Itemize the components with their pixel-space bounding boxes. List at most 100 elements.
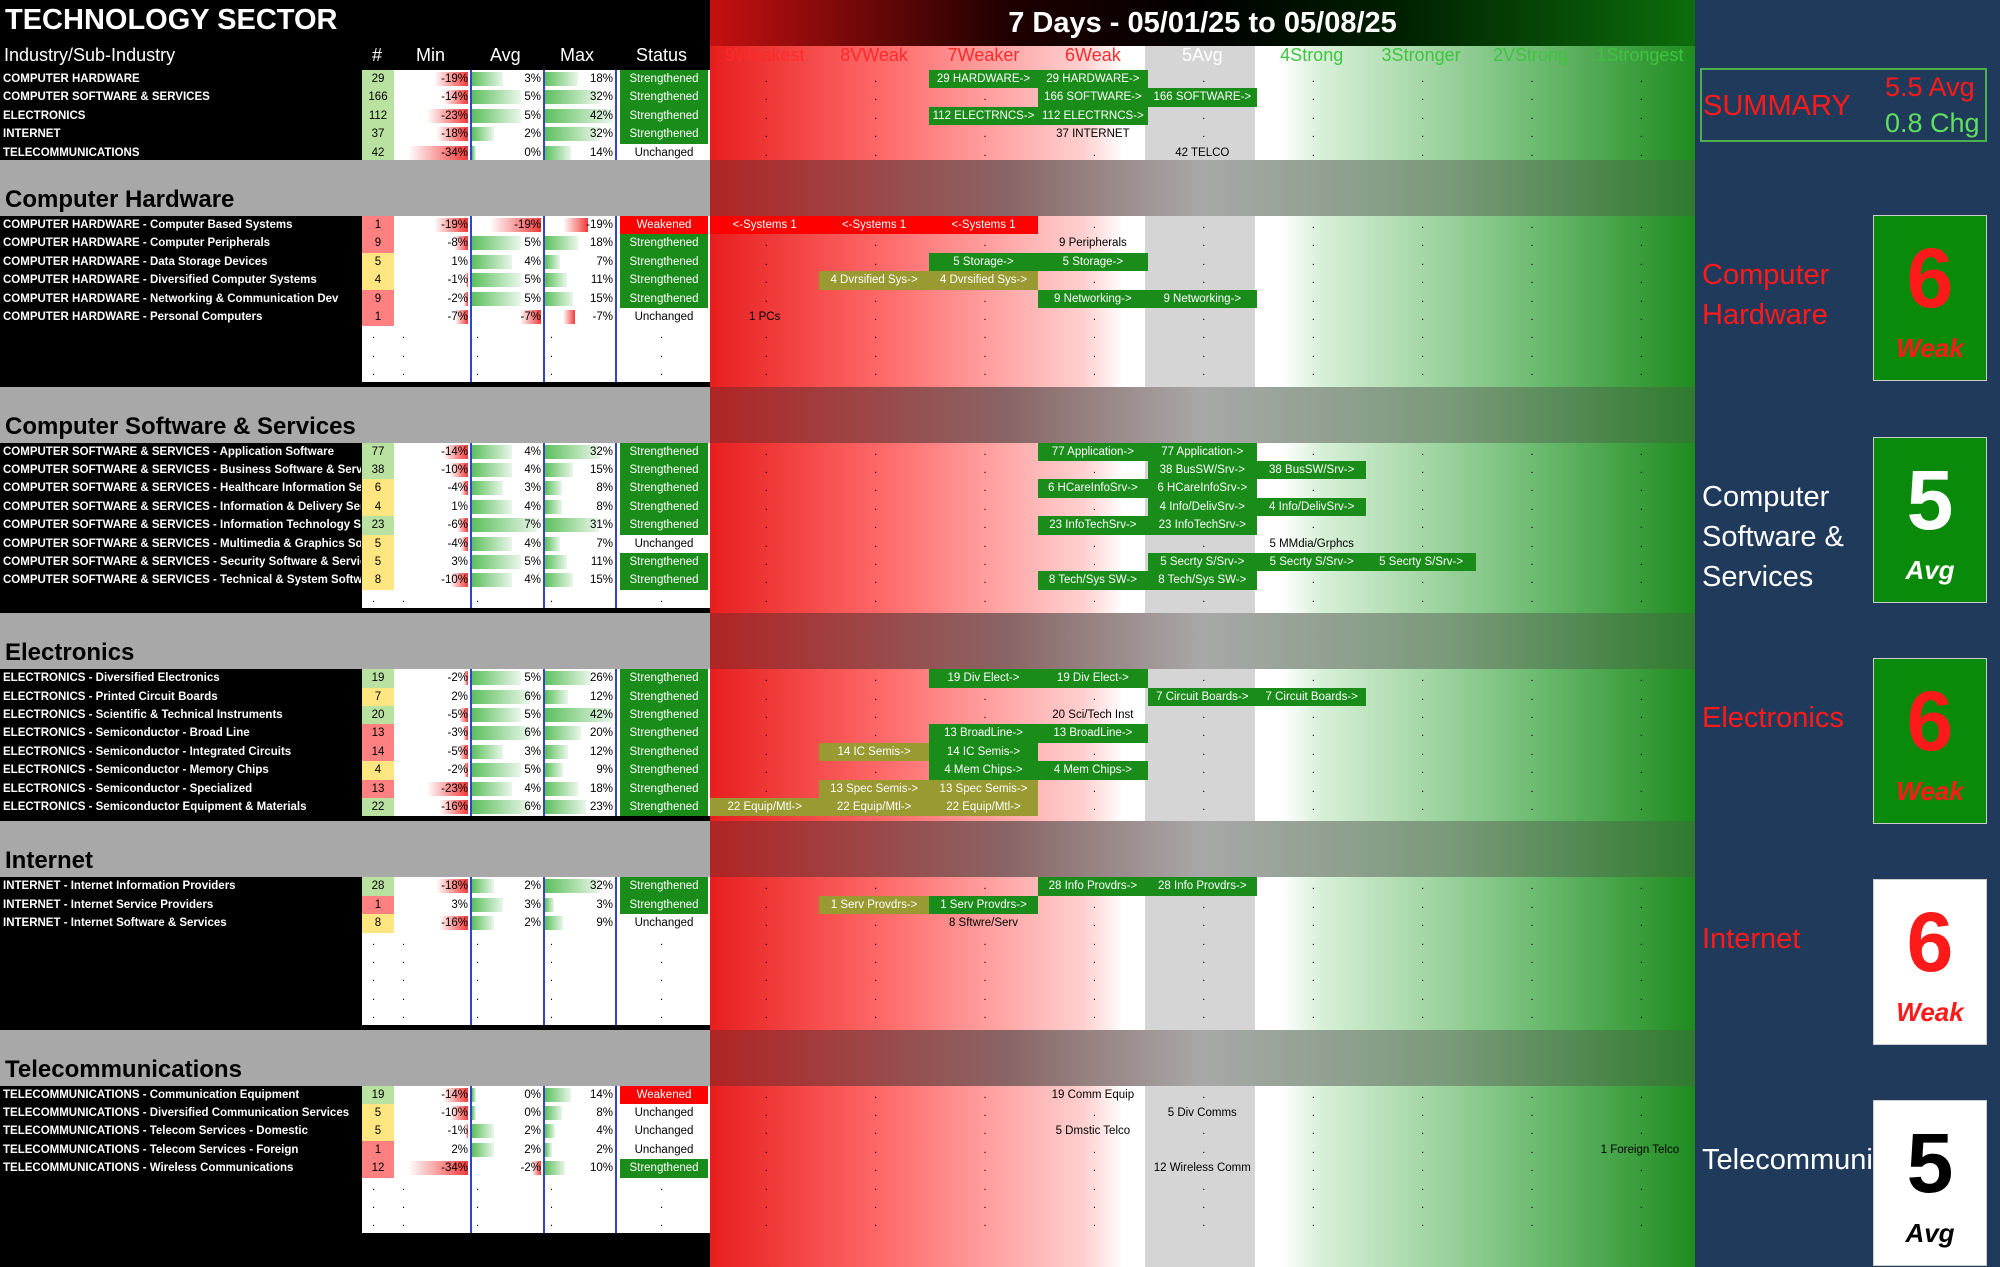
max-cell: 32%: [589, 91, 613, 104]
table-row[interactable]: ..............: [0, 932, 1695, 951]
min-cell: -2%: [447, 292, 468, 305]
empty-dot: .: [1092, 347, 1096, 360]
table-row[interactable]: ..............: [0, 987, 1695, 1007]
score-number: 5: [1906, 1116, 1954, 1210]
table-row[interactable]: TELECOMMUNICATIONS - Diversified Communi…: [0, 1104, 1695, 1123]
max-cell: 2%: [596, 1143, 613, 1156]
table-row[interactable]: TELECOMMUNICATIONS - Telecom Services - …: [0, 1140, 1695, 1160]
score-box: 5 Avg: [1873, 437, 1987, 603]
table-row[interactable]: ELECTRONICS - Printed Circuit Boards 7 2% 6…: [0, 687, 1695, 706]
empty-dot: .: [1202, 972, 1206, 985]
empty-dot: .: [983, 690, 987, 703]
table-row[interactable]: ELECTRONICS - Semiconductor Equipment & …: [0, 798, 1695, 817]
table-row[interactable]: INTERNET - Internet Software & Services 8…: [0, 914, 1695, 933]
table-row[interactable]: COMPUTER SOFTWARE & SERVICES - Informati…: [0, 516, 1695, 535]
table-row[interactable]: COMPUTER HARDWARE - Personal Computers 1 -…: [0, 308, 1695, 327]
table-row[interactable]: ELECTRONICS - Semiconductor - Integrated…: [0, 742, 1695, 762]
column-divider: [543, 1196, 545, 1215]
table-row[interactable]: COMPUTER SOFTWARE & SERVICES - Technical…: [0, 571, 1695, 590]
table-row[interactable]: ELECTRONICS - Semiconductor - Specialize…: [0, 779, 1695, 798]
empty-dot: .: [983, 347, 987, 360]
table-row[interactable]: ..............: [0, 1006, 1695, 1025]
empty-dot: .: [476, 1199, 480, 1211]
column-divider: [615, 125, 617, 144]
strength-tag: 4 Dvrsified Sys->: [819, 271, 929, 290]
empty-dot: .: [764, 482, 768, 495]
table-row[interactable]: TELECOMMUNICATIONS - Wireless Communicat…: [0, 1159, 1695, 1178]
table-row[interactable]: COMPUTER SOFTWARE & SERVICES - Applicati…: [0, 442, 1695, 461]
table-row[interactable]: COMPUTER SOFTWARE & SERVICES 166 -14% 5% 32%…: [0, 88, 1695, 107]
table-row[interactable]: INTERNET - Internet Information Provider…: [0, 877, 1695, 896]
table-row[interactable]: ELECTRONICS 112 -23% 5% 42% Strengthened 112 E…: [0, 106, 1695, 126]
empty-dot: .: [874, 1162, 878, 1175]
empty-dot: .: [1202, 990, 1206, 1003]
table-row[interactable]: ..............: [0, 363, 1695, 382]
table-row[interactable]: ..............: [0, 969, 1695, 988]
table-row[interactable]: COMPUTER HARDWARE - Diversified Computer…: [0, 271, 1695, 290]
table-row[interactable]: TELECOMMUNICATIONS - Communication Equip…: [0, 1085, 1695, 1104]
table-row[interactable]: COMPUTER HARDWARE - Computer Based Syste…: [0, 216, 1695, 235]
table-row[interactable]: ..............: [0, 951, 1695, 970]
table-row[interactable]: ..............: [0, 326, 1695, 345]
count-cell: 1: [362, 1140, 394, 1160]
table-row[interactable]: ..............: [0, 344, 1695, 364]
table-row[interactable]: ..............: [0, 589, 1695, 609]
table-row[interactable]: INTERNET - Internet Service Providers 1 3%…: [0, 895, 1695, 915]
table-row[interactable]: TELECOMMUNICATIONS - Telecom Services - …: [0, 1122, 1695, 1141]
empty-dot: .: [764, 1162, 768, 1175]
empty-dot: .: [1311, 764, 1315, 777]
scale-header-2: 8VWeak: [840, 45, 908, 65]
table-row[interactable]: INTERNET 37 -18% 2% 32% Strengthened 37 INTERN…: [0, 125, 1695, 144]
table-row[interactable]: ..............: [0, 1214, 1695, 1233]
table-row[interactable]: COMPUTER SOFTWARE & SERVICES - Healthcar…: [0, 479, 1695, 498]
empty-dot: .: [983, 1107, 987, 1119]
table-row[interactable]: COMPUTER HARDWARE - Networking & Communi…: [0, 289, 1695, 308]
table-row[interactable]: ELECTRONICS - Semiconductor - Memory Chi…: [0, 761, 1695, 780]
count-cell: 5: [362, 534, 394, 553]
empty-dot: .: [764, 556, 768, 568]
avg-cell: 3%: [524, 73, 541, 85]
panel-sector-name: Telecommunications: [1702, 1144, 1965, 1176]
status-badge: Weakened: [620, 1085, 708, 1104]
avg-bar: [472, 236, 521, 251]
strength-tag: 13 Spec Semis->: [928, 779, 1039, 798]
max-bar: [545, 518, 599, 533]
column-divider: [470, 724, 472, 743]
empty-dot: .: [1202, 1143, 1206, 1156]
empty-dot: .: [764, 73, 768, 85]
table-row[interactable]: TELECOMMUNICATIONS 42 -34% 0% 14% Unchanged 42…: [0, 143, 1695, 162]
empty-dot: .: [1639, 255, 1643, 268]
table-row[interactable]: ..............: [0, 1196, 1695, 1215]
column-divider: [470, 1196, 472, 1215]
table-row[interactable]: ..............: [0, 1177, 1695, 1196]
empty-dot: .: [1530, 898, 1534, 911]
section-title: Electronics: [5, 639, 135, 667]
empty-dot: .: [372, 1009, 376, 1022]
empty-dot: .: [1530, 219, 1534, 231]
max-cell: 23%: [589, 801, 613, 813]
table-row[interactable]: COMPUTER SOFTWARE & SERVICES - Informati…: [0, 497, 1695, 517]
scale-header-9: 1Strongest: [1596, 45, 1684, 65]
table-row[interactable]: COMPUTER SOFTWARE & SERVICES - Business …: [0, 461, 1695, 480]
table-row[interactable]: COMPUTER HARDWARE - Computer Peripherals…: [0, 234, 1695, 253]
empty-dot: .: [1421, 73, 1425, 85]
table-row[interactable]: ELECTRONICS - Diversified Electronics 19 -…: [0, 669, 1695, 688]
scale-header-8: 2VStrong: [1492, 45, 1569, 65]
column-divider: [615, 308, 617, 327]
empty-dot: .: [874, 1180, 878, 1193]
table-row[interactable]: COMPUTER SOFTWARE & SERVICES - Multimedi…: [0, 534, 1695, 553]
empty-dot: .: [1311, 255, 1315, 268]
table-row[interactable]: ELECTRONICS - Scientific & Technical Ins…: [0, 706, 1695, 725]
column-divider: [543, 932, 545, 951]
table-row[interactable]: ELECTRONICS - Semiconductor - Broad Line…: [0, 724, 1695, 743]
table-row[interactable]: COMPUTER HARDWARE 29 -19% 3% 18% Strengthened…: [0, 70, 1695, 89]
empty-dot: .: [1530, 311, 1534, 323]
row-name: TELECOMMUNICATIONS: [3, 143, 361, 162]
column-divider: [615, 442, 617, 461]
table-row[interactable]: COMPUTER HARDWARE - Data Storage Devices…: [0, 252, 1695, 272]
column-divider: [470, 497, 472, 517]
max-bar: [545, 481, 562, 496]
empty-dot: .: [874, 128, 878, 141]
table-row[interactable]: COMPUTER SOFTWARE & SERVICES - Security …: [0, 553, 1695, 572]
